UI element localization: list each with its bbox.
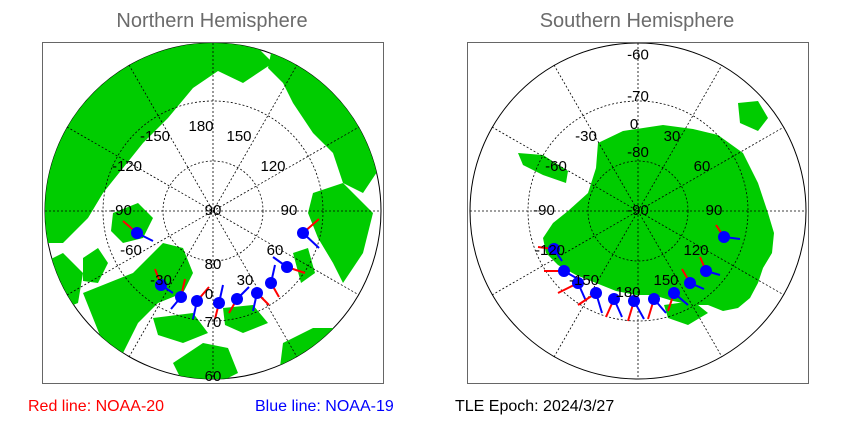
northern-map: 90 80 70 60 180 150 120 90 60 30 0 -30 -…	[44, 43, 382, 383]
southern-lat-label-minus70: -70	[627, 88, 649, 105]
southern-lon-label-90: 90	[706, 202, 723, 219]
southern-lon-label-60: 60	[694, 158, 711, 175]
southern-center-label: -90	[627, 202, 649, 219]
northern-lon-label-minus90: -90	[110, 202, 132, 219]
southern-lon-label-150: 150	[653, 272, 678, 289]
legend-noaa20: Red line: NOAA-20	[28, 398, 165, 415]
northern-graticule	[45, 43, 381, 379]
southern-lon-label-30: 30	[664, 128, 681, 145]
southern-graticule	[470, 43, 806, 379]
southern-map: -90 -60 -70 -80 0 30 60 90 120 150 180 -…	[469, 43, 807, 380]
northern-title: Northern Hemisphere	[116, 10, 308, 32]
northern-lon-label-150: 150	[226, 128, 251, 145]
northern-lon-label-60: 60	[267, 242, 284, 259]
northern-lat-label-70: 70	[205, 314, 222, 331]
legend-tle-epoch: TLE Epoch: 2024/3/27	[455, 398, 615, 415]
northern-lon-label-120: 120	[260, 158, 285, 175]
southern-lon-label-minus90: -90	[533, 202, 555, 219]
southern-lon-label-120: 120	[683, 242, 708, 259]
northern-lon-label-minus30: -30	[150, 272, 172, 289]
southern-lon-label-180: 180	[615, 284, 640, 301]
northern-lon-label-90: 90	[281, 202, 298, 219]
legend-noaa19: Blue line: NOAA-19	[255, 398, 394, 415]
northern-map-panel: 90 80 70 60 180 150 120 90 60 30 0 -30 -…	[42, 42, 384, 384]
southern-lon-label-minus150: -150	[569, 272, 599, 289]
northern-lon-label-0: 0	[205, 286, 213, 303]
northern-lon-label-minus60: -60	[120, 242, 142, 259]
southern-title: Southern Hemisphere	[539, 10, 735, 32]
southern-lon-label-0: 0	[630, 116, 638, 133]
southern-lat-label-minus80: -80	[627, 144, 649, 161]
southern-lon-label-minus120: -120	[535, 242, 565, 259]
northern-lat-label-80: 80	[205, 256, 222, 273]
northern-lon-label-minus120: -120	[112, 158, 142, 175]
northern-lon-label-180: 180	[188, 118, 213, 135]
southern-lat-label-minus60: -60	[627, 46, 649, 63]
southern-lon-label-minus60: -60	[545, 158, 567, 175]
southern-map-panel: -90 -60 -70 -80 0 30 60 90 120 150 180 -…	[467, 42, 809, 384]
northern-satellite-points	[131, 227, 309, 309]
southern-landmass	[518, 101, 774, 325]
southern-lon-label-minus30: -30	[575, 128, 597, 145]
northern-lat-label-60: 60	[205, 368, 222, 383]
northern-center-label: 90	[205, 202, 222, 219]
southern-satellite-points	[548, 231, 730, 307]
northern-lon-label-30: 30	[237, 272, 254, 289]
northern-lon-label-minus150: -150	[140, 128, 170, 145]
